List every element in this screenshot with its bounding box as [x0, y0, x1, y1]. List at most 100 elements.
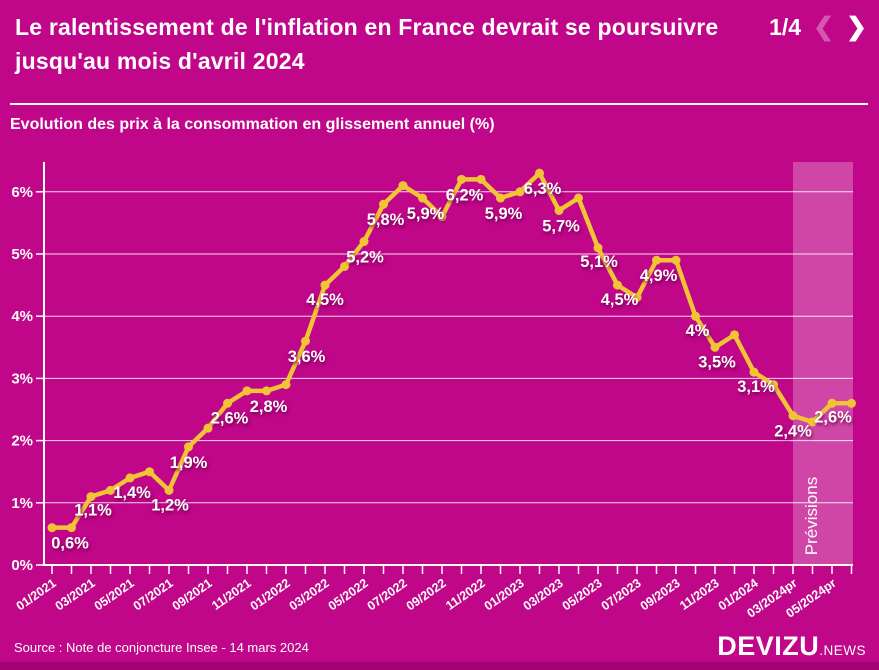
data-point-label: 0,6% — [51, 535, 89, 553]
data-point — [242, 386, 252, 396]
page-title: Le ralentissement de l'inflation en Fran… — [15, 14, 719, 74]
data-point — [632, 293, 642, 303]
data-point — [281, 380, 291, 390]
data-point — [769, 380, 778, 390]
data-point — [476, 174, 486, 184]
x-axis-label: 09/2022 — [404, 576, 449, 613]
x-axis-label: 03/2023 — [521, 576, 566, 613]
data-point — [223, 398, 232, 408]
x-axis-label: 05/2022 — [326, 576, 371, 613]
data-point — [379, 199, 388, 209]
data-point — [184, 442, 193, 452]
chevron-left-icon[interactable]: ❮ — [813, 13, 835, 41]
x-axis-label: 05/2021 — [92, 576, 137, 613]
brand-suffix: .NEWS — [819, 643, 866, 658]
data-point — [125, 473, 135, 483]
data-point — [301, 336, 310, 346]
data-point — [437, 212, 447, 222]
y-axis-label: 3% — [11, 370, 33, 387]
source-note: Source : Note de conjoncture Insee - 14 … — [14, 640, 309, 655]
data-point-label: 2,6% — [211, 409, 249, 427]
x-axis-label: 11/2021 — [209, 576, 254, 613]
data-point-label: 3,6% — [288, 348, 326, 366]
data-point-label: 2,6% — [814, 408, 852, 426]
x-axis-label: 01/2021 — [14, 576, 59, 613]
inflation-line — [49, 170, 854, 530]
forecast-band — [793, 162, 853, 565]
data-point — [47, 523, 57, 533]
data-point — [262, 386, 271, 396]
x-axis-label: 03/2022 — [287, 576, 332, 613]
x-axis-label: 11/2023 — [677, 576, 722, 613]
data-point — [496, 193, 505, 203]
data-point — [398, 181, 408, 191]
data-point — [535, 168, 544, 178]
data-point — [164, 485, 174, 495]
brand-name: DEVIZU — [717, 631, 820, 661]
data-point — [574, 193, 583, 203]
data-point — [418, 193, 427, 203]
x-axis-label: 05/2023 — [560, 576, 605, 613]
data-point-label: 5,9% — [485, 205, 523, 223]
x-axis-label: 11/2022 — [443, 576, 488, 613]
y-axis-label: 5% — [11, 246, 33, 263]
data-point-label: 4,5% — [601, 291, 639, 309]
data-point — [730, 330, 739, 340]
data-point-label: 1,2% — [151, 496, 189, 514]
data-point — [457, 174, 466, 184]
data-point — [749, 367, 759, 377]
data-point — [652, 255, 661, 265]
data-point — [808, 417, 817, 427]
data-point — [593, 243, 603, 253]
y-axis-label: 0% — [11, 557, 33, 574]
y-axis-label: 4% — [11, 308, 33, 325]
data-point-label: 6,3% — [524, 180, 562, 198]
data-point — [340, 261, 349, 271]
data-point-label: 5,1% — [580, 253, 618, 271]
data-point-label: 1,4% — [113, 484, 151, 502]
data-point — [788, 411, 798, 421]
data-point-label: 2,4% — [774, 423, 812, 441]
x-axis-label: 09/2023 — [638, 576, 683, 613]
data-point-label: 4,9% — [640, 267, 678, 285]
data-point — [554, 205, 564, 215]
header-divider — [10, 103, 868, 105]
data-point — [106, 485, 115, 495]
x-axis-label: 01/2022 — [248, 576, 293, 613]
data-point-label: 5,2% — [346, 249, 384, 267]
chart-subtitle: Evolution des prix à la consommation en … — [10, 116, 495, 133]
data-point — [86, 492, 96, 502]
data-point — [203, 423, 213, 433]
x-axis-label: 07/2023 — [599, 576, 644, 613]
data-point — [691, 311, 700, 321]
pager: 1/4 ❮ ❯ — [769, 12, 867, 42]
data-point-label: 3,1% — [737, 378, 775, 396]
chevron-right-icon[interactable]: ❯ — [846, 13, 867, 41]
x-axis-label: 07/2021 — [131, 576, 176, 613]
data-point — [613, 280, 622, 290]
data-point-label: 4% — [686, 322, 710, 340]
data-point — [67, 523, 76, 533]
brand-logo: DEVIZU .NEWS — [717, 631, 866, 662]
x-axis-label: 03/2021 — [53, 576, 98, 613]
data-point-label: 5,8% — [367, 211, 405, 229]
data-point-label: 4,5% — [306, 291, 344, 309]
y-axis-label: 2% — [11, 433, 33, 450]
bottom-accent-strip — [0, 662, 879, 670]
data-point-label: 6,2% — [446, 186, 484, 204]
y-axis-label: 1% — [11, 495, 33, 512]
data-point — [671, 255, 681, 265]
page-indicator: 1/4 — [769, 13, 802, 40]
data-point-label: 5,7% — [542, 217, 580, 235]
data-point — [847, 398, 856, 408]
y-axis-label: 6% — [11, 184, 33, 201]
x-axis-label: 07/2022 — [365, 576, 410, 613]
data-point-label: 1,1% — [74, 502, 112, 520]
data-point — [827, 398, 837, 408]
x-axis-label: 01/2023 — [482, 576, 527, 613]
data-point-label: 2,8% — [250, 398, 288, 416]
data-point — [145, 467, 154, 477]
data-point — [359, 237, 369, 247]
